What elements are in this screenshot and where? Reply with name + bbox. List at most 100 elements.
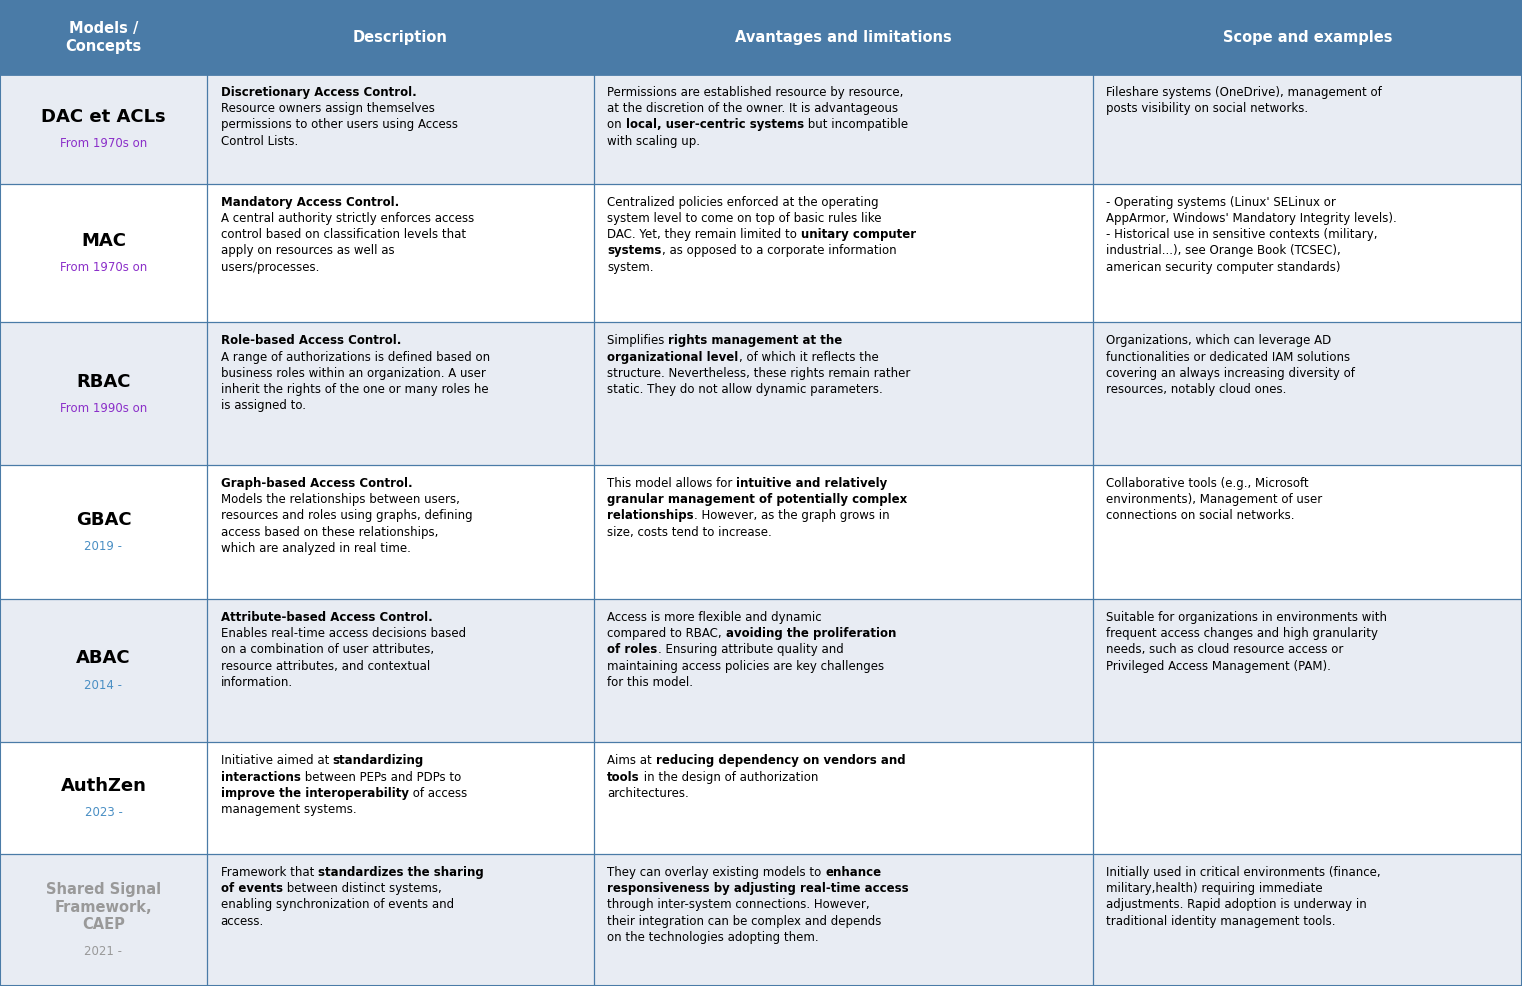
Text: static. They do not allow dynamic parameters.: static. They do not allow dynamic parame… <box>607 383 883 395</box>
Text: Initially used in critical environments (finance,: Initially used in critical environments … <box>1106 865 1380 878</box>
Text: ABAC: ABAC <box>76 649 131 667</box>
Text: on the technologies adopting them.: on the technologies adopting them. <box>607 930 819 944</box>
Text: at the discretion of the owner. It is advantageous: at the discretion of the owner. It is ad… <box>607 103 898 115</box>
Text: DAC et ACLs: DAC et ACLs <box>41 107 166 125</box>
Text: . However, as the graph grows in: . However, as the graph grows in <box>694 509 889 522</box>
Text: responsiveness by adjusting real-time access: responsiveness by adjusting real-time ac… <box>607 881 909 894</box>
Text: unitary computer: unitary computer <box>801 228 916 241</box>
Text: resources and roles using graphs, defining: resources and roles using graphs, defini… <box>221 509 472 522</box>
Text: systems: systems <box>607 245 662 257</box>
Text: enabling synchronization of events and: enabling synchronization of events and <box>221 897 454 910</box>
Text: Fileshare systems (OneDrive), management of: Fileshare systems (OneDrive), management… <box>1106 86 1382 99</box>
Text: Collaborative tools (e.g., Microsoft: Collaborative tools (e.g., Microsoft <box>1106 476 1309 489</box>
Text: architectures.: architectures. <box>607 786 689 799</box>
Text: local, user-centric systems: local, user-centric systems <box>626 118 804 131</box>
Text: Framework that: Framework that <box>221 865 318 878</box>
Text: This model allows for: This model allows for <box>607 476 737 489</box>
Text: RBAC: RBAC <box>76 372 131 390</box>
Text: frequent access changes and high granularity: frequent access changes and high granula… <box>1106 626 1379 639</box>
Text: AppArmor, Windows' Mandatory Integrity levels).: AppArmor, Windows' Mandatory Integrity l… <box>1106 212 1397 225</box>
Text: needs, such as cloud resource access or: needs, such as cloud resource access or <box>1106 643 1344 656</box>
Text: Suitable for organizations in environments with: Suitable for organizations in environmen… <box>1106 610 1388 623</box>
Text: of access: of access <box>409 786 467 799</box>
Text: Privileged Access Management (PAM).: Privileged Access Management (PAM). <box>1106 659 1332 671</box>
Text: is assigned to.: is assigned to. <box>221 399 306 412</box>
Text: Description: Description <box>353 30 447 45</box>
Text: , as opposed to a corporate information: , as opposed to a corporate information <box>662 245 896 257</box>
Text: environments), Management of user: environments), Management of user <box>1106 493 1323 506</box>
Text: industrial...), see Orange Book (TCSEC),: industrial...), see Orange Book (TCSEC), <box>1106 245 1341 257</box>
Text: enhance: enhance <box>825 865 881 878</box>
Text: From 1970s on: From 1970s on <box>59 260 148 273</box>
Text: american security computer standards): american security computer standards) <box>1106 260 1341 273</box>
Text: 2023 -: 2023 - <box>85 806 122 818</box>
Text: between PEPs and PDPs to: between PEPs and PDPs to <box>300 770 461 783</box>
Text: A central authority strictly enforces access: A central authority strictly enforces ac… <box>221 212 473 225</box>
Text: which are analyzed in real time.: which are analyzed in real time. <box>221 541 411 554</box>
Text: resources, notably cloud ones.: resources, notably cloud ones. <box>1106 383 1288 395</box>
Text: 2014 -: 2014 - <box>85 677 122 691</box>
Text: Models the relationships between users,: Models the relationships between users, <box>221 493 460 506</box>
Bar <box>0 75 1522 184</box>
Text: with scaling up.: with scaling up. <box>607 135 700 148</box>
Bar <box>0 184 1522 323</box>
Bar <box>0 742 1522 854</box>
Text: for this model.: for this model. <box>607 675 694 688</box>
Text: Control Lists.: Control Lists. <box>221 135 298 148</box>
Text: their integration can be complex and depends: their integration can be complex and dep… <box>607 914 881 927</box>
Text: , of which it reflects the: , of which it reflects the <box>738 350 878 363</box>
Text: maintaining access policies are key challenges: maintaining access policies are key chal… <box>607 659 884 671</box>
Text: military,health) requiring immediate: military,health) requiring immediate <box>1106 881 1323 894</box>
Text: inherit the rights of the one or many roles he: inherit the rights of the one or many ro… <box>221 383 489 395</box>
Text: apply on resources as well as: apply on resources as well as <box>221 245 394 257</box>
Text: improve the interoperability: improve the interoperability <box>221 786 409 799</box>
Text: Simplifies: Simplifies <box>607 334 668 347</box>
Text: MAC: MAC <box>81 232 126 249</box>
Bar <box>0 599 1522 742</box>
Text: information.: information. <box>221 675 292 688</box>
Text: Aims at: Aims at <box>607 753 656 766</box>
Text: but incompatible: but incompatible <box>804 118 909 131</box>
Text: AuthZen: AuthZen <box>61 776 146 795</box>
Text: Scope and examples: Scope and examples <box>1222 30 1393 45</box>
Text: relationships: relationships <box>607 509 694 522</box>
Text: Permissions are established resource by resource,: Permissions are established resource by … <box>607 86 904 99</box>
Text: - Historical use in sensitive contexts (military,: - Historical use in sensitive contexts (… <box>1106 228 1377 241</box>
Text: Discretionary Access Control.: Discretionary Access Control. <box>221 86 417 99</box>
Text: Role-based Access Control.: Role-based Access Control. <box>221 334 402 347</box>
Text: adjustments. Rapid adoption is underway in: adjustments. Rapid adoption is underway … <box>1106 897 1367 910</box>
Text: avoiding the proliferation: avoiding the proliferation <box>726 626 896 639</box>
Text: Attribute-based Access Control.: Attribute-based Access Control. <box>221 610 432 623</box>
Text: system.: system. <box>607 260 654 273</box>
Text: access based on these relationships,: access based on these relationships, <box>221 526 438 538</box>
Text: rights management at the: rights management at the <box>668 334 843 347</box>
Text: Resource owners assign themselves: Resource owners assign themselves <box>221 103 435 115</box>
Text: interactions: interactions <box>221 770 300 783</box>
Text: permissions to other users using Access: permissions to other users using Access <box>221 118 458 131</box>
Text: control based on classification levels that: control based on classification levels t… <box>221 228 466 241</box>
Text: of events: of events <box>221 881 283 894</box>
Text: standardizing: standardizing <box>333 753 425 766</box>
Text: management systems.: management systems. <box>221 803 356 815</box>
Text: 2019 -: 2019 - <box>85 539 122 552</box>
Bar <box>0 854 1522 986</box>
Text: through inter-system connections. However,: through inter-system connections. Howeve… <box>607 897 871 910</box>
Text: GBAC: GBAC <box>76 510 131 528</box>
Text: on: on <box>607 118 626 131</box>
Text: Graph-based Access Control.: Graph-based Access Control. <box>221 476 412 489</box>
Text: access.: access. <box>221 914 263 927</box>
Text: covering an always increasing diversity of: covering an always increasing diversity … <box>1106 367 1356 380</box>
Text: From 1970s on: From 1970s on <box>59 136 148 150</box>
Text: users/processes.: users/processes. <box>221 260 320 273</box>
Text: on a combination of user attributes,: on a combination of user attributes, <box>221 643 434 656</box>
Text: system level to come on top of basic rules like: system level to come on top of basic rul… <box>607 212 881 225</box>
Text: resource attributes, and contextual: resource attributes, and contextual <box>221 659 429 671</box>
Bar <box>0 465 1522 599</box>
Text: . Ensuring attribute quality and: . Ensuring attribute quality and <box>658 643 843 656</box>
Text: organizational level: organizational level <box>607 350 738 363</box>
Text: business roles within an organization. A user: business roles within an organization. A… <box>221 367 486 380</box>
Text: posts visibility on social networks.: posts visibility on social networks. <box>1106 103 1309 115</box>
Text: Organizations, which can leverage AD: Organizations, which can leverage AD <box>1106 334 1332 347</box>
Text: connections on social networks.: connections on social networks. <box>1106 509 1295 522</box>
Bar <box>0 323 1522 465</box>
